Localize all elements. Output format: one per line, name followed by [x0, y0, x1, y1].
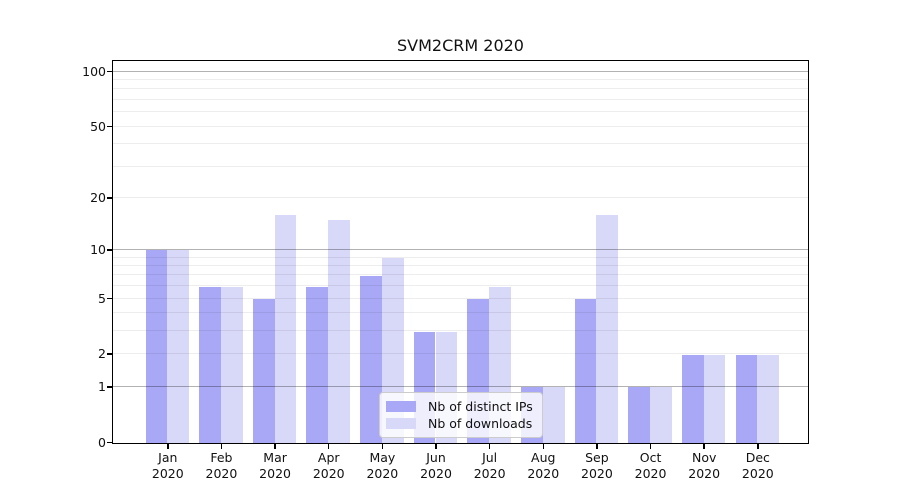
bar-distinct_ips-apr: [306, 286, 329, 443]
bar-downloads-apr: [328, 220, 351, 443]
plot-area: Nb of distinct IPs Nb of downloads: [112, 60, 809, 444]
y-tick-mark: [107, 197, 113, 199]
bar-downloads-jan: [167, 250, 190, 443]
legend: Nb of distinct IPs Nb of downloads: [379, 392, 543, 438]
y-tick-mark: [107, 297, 113, 300]
x-tick-label: Feb 2020: [205, 450, 238, 481]
y-tick-label: 20: [90, 189, 106, 205]
x-tick-mark: [542, 444, 545, 449]
legend-entry: Nb of distinct IPs: [386, 398, 534, 415]
x-tick-label: Nov 2020: [688, 450, 721, 481]
bar-distinct_ips-dec: [735, 354, 758, 443]
x-tick-mark: [220, 444, 223, 449]
x-tick-mark: [167, 444, 169, 449]
bar-distinct_ips-jan: [145, 250, 168, 443]
bar-distinct_ips-feb: [199, 286, 221, 443]
bar-downloads-aug: [542, 387, 565, 443]
chart-title: SVM2CRM 2020: [397, 36, 524, 55]
x-tick-mark: [488, 444, 491, 449]
y-tick-mark: [107, 386, 113, 388]
x-tick-mark: [435, 444, 437, 449]
bar-downloads-dec: [757, 354, 780, 443]
bar-downloads-nov: [703, 354, 726, 443]
x-tick-mark: [327, 444, 330, 449]
bar-downloads-sep: [596, 215, 619, 443]
x-tick-mark: [649, 444, 652, 449]
legend-swatch-distinct_ips: [386, 401, 416, 412]
x-tick-label: May 2020: [366, 450, 399, 481]
bar-downloads-mar: [274, 215, 297, 443]
x-tick-mark: [274, 444, 276, 449]
y-tick-label: 10: [90, 241, 106, 257]
bar-downloads-feb: [220, 286, 243, 443]
y-tick-mark: [107, 70, 113, 73]
x-tick-label: Mar 2020: [259, 450, 291, 481]
legend-swatch-downloads: [386, 418, 416, 429]
bar-distinct_ips-nov: [681, 354, 704, 443]
y-tick-mark: [107, 249, 113, 251]
legend-label: Nb of distinct IPs: [428, 399, 533, 414]
x-tick-mark: [703, 444, 705, 449]
x-tick-mark: [757, 444, 759, 449]
x-tick-label: Jul 2020: [473, 450, 506, 481]
x-tick-label: Jun 2020: [420, 450, 452, 481]
x-tick-label: Jan 2020: [151, 450, 184, 481]
x-tick-label: Aug 2020: [527, 450, 560, 481]
bar-distinct_ips-may: [360, 275, 382, 443]
bars-layer: [113, 61, 808, 443]
y-tick-label: 5: [98, 290, 106, 306]
x-tick-label: Oct 2020: [634, 450, 667, 481]
legend-entry: Nb of downloads: [386, 415, 534, 432]
x-tick-label: Dec 2020: [741, 450, 774, 481]
x-tick-mark: [596, 444, 598, 449]
bar-distinct_ips-mar: [252, 299, 275, 443]
x-tick-mark: [381, 444, 384, 449]
x-tick-label: Apr 2020: [312, 450, 345, 481]
y-tick-label: 50: [90, 118, 106, 134]
bar-distinct_ips-sep: [574, 299, 597, 443]
y-tick-label: 2: [98, 346, 106, 362]
y-tick-label: 0: [98, 434, 106, 450]
y-tick-mark: [107, 125, 113, 128]
bar-downloads-oct: [650, 387, 672, 443]
legend-label: Nb of downloads: [428, 416, 533, 431]
y-tick-mark: [107, 353, 113, 355]
y-tick-mark: [107, 441, 113, 444]
y-tick-label: 1: [98, 378, 106, 394]
x-tick-label: Sep 2020: [581, 450, 613, 481]
y-tick-label: 100: [82, 63, 106, 79]
bar-distinct_ips-oct: [628, 387, 651, 443]
